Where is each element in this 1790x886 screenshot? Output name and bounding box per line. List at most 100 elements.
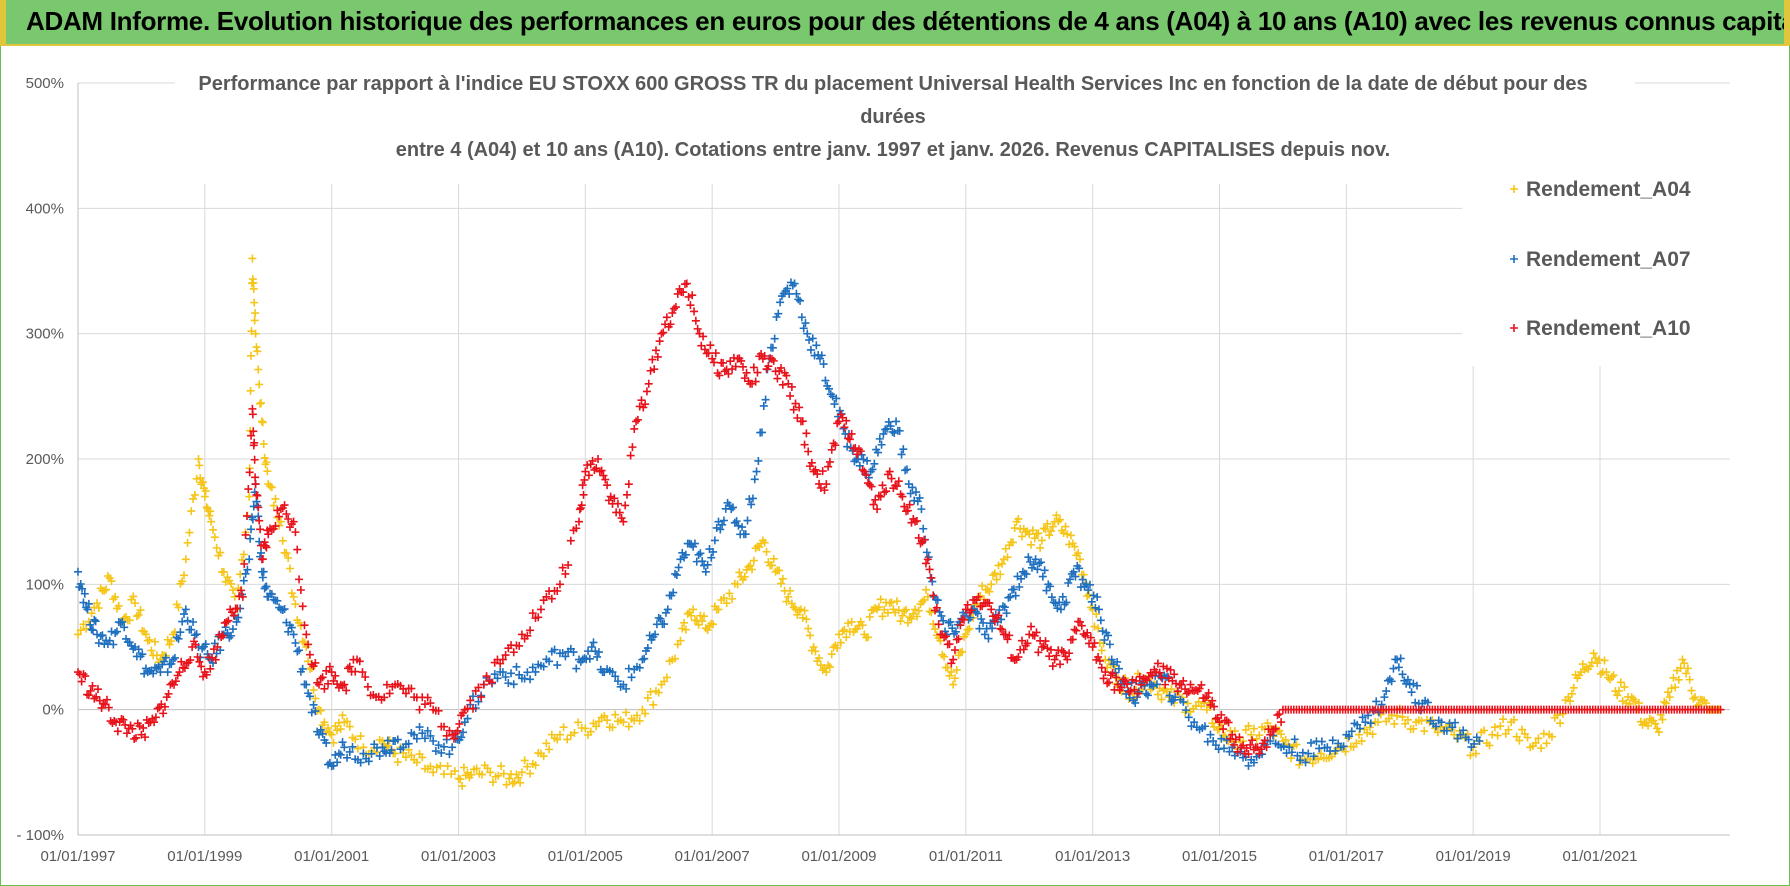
chart-title-line: entre 4 (A04) et 10 ans (A10). Cotations…: [396, 139, 1390, 161]
data-point: [509, 648, 518, 657]
data-point: [575, 505, 584, 514]
data-point: [1595, 655, 1604, 664]
data-point: [1162, 664, 1171, 673]
data-point: [507, 669, 516, 678]
data-point: [1509, 715, 1518, 724]
data-point: [854, 445, 863, 454]
data-point: [1037, 558, 1046, 567]
data-point: [1365, 723, 1374, 732]
data-point: [1072, 626, 1081, 635]
data-point: [380, 747, 389, 756]
data-point: [844, 434, 853, 443]
data-point: [939, 616, 948, 625]
data-point: [340, 743, 349, 752]
data-point: [1217, 734, 1226, 743]
data-point: [318, 673, 327, 682]
data-point: [298, 664, 307, 673]
data-point: [474, 697, 483, 706]
data-point: [483, 764, 492, 773]
data-point: [329, 738, 338, 747]
data-point: [1074, 549, 1083, 558]
data-point: [302, 630, 311, 639]
data-point: [322, 738, 331, 747]
data-point: [1097, 646, 1106, 655]
data-point: [152, 664, 161, 673]
data-point: [1363, 728, 1372, 737]
data-point: [767, 561, 776, 570]
data-point: [833, 419, 842, 428]
data-point: [988, 624, 997, 633]
data-point: [847, 617, 856, 626]
data-point: [251, 473, 260, 482]
data-point: [1030, 534, 1039, 543]
data-point: [1034, 648, 1043, 657]
y-axis-ticks: 500% 400% 300% 200% 100% 0% - 100%: [16, 75, 64, 844]
data-point: [1031, 555, 1040, 564]
data-point: [1407, 688, 1416, 697]
data-point: [807, 458, 816, 467]
data-point: [1279, 742, 1288, 751]
data-point: [1448, 723, 1457, 732]
data-point: [501, 651, 510, 660]
data-point: [1464, 735, 1473, 744]
data-point: [448, 730, 457, 739]
x-tick-label: 01/01/2017: [1309, 848, 1384, 865]
data-point: [256, 525, 265, 534]
data-point: [858, 465, 867, 474]
data-point: [189, 637, 198, 646]
data-point: [1380, 693, 1389, 702]
data-point: [697, 341, 706, 350]
data-point: [300, 638, 309, 647]
data-point: [1308, 759, 1317, 768]
data-point: [914, 533, 923, 542]
data-point: [1159, 686, 1168, 695]
data-point: [1002, 609, 1011, 618]
data-point: [1006, 592, 1015, 601]
data-point: [701, 567, 710, 576]
x-tick-label: 01/01/2019: [1436, 848, 1511, 865]
data-point: [827, 445, 836, 454]
data-point: [110, 716, 119, 725]
data-point: [1003, 635, 1012, 644]
data-point: [1008, 538, 1017, 547]
data-point: [769, 554, 778, 563]
data-point: [990, 617, 999, 626]
data-point: [1019, 645, 1028, 654]
data-point: [885, 599, 894, 608]
data-point: [638, 655, 647, 664]
data-point: [563, 735, 572, 744]
data-point: [1085, 580, 1094, 589]
data-point: [258, 555, 267, 564]
data-point: [151, 637, 160, 646]
data-point: [1499, 715, 1508, 724]
data-point: [459, 763, 468, 772]
data-point: [712, 523, 721, 532]
data-point: [528, 663, 537, 672]
data-point: [172, 633, 181, 642]
data-point: [102, 695, 111, 704]
data-point: [449, 734, 458, 743]
data-point: [681, 550, 690, 559]
data-point: [385, 689, 394, 698]
data-point: [1167, 697, 1176, 706]
data-point: [253, 347, 262, 356]
data-point: [99, 699, 108, 708]
data-point: [254, 365, 263, 374]
data-point: [1390, 719, 1399, 728]
data-point: [611, 710, 620, 719]
data-point: [920, 535, 929, 544]
data-point: [775, 566, 784, 575]
data-point: [1607, 672, 1616, 681]
data-point: [839, 424, 848, 433]
legend-label: Rendement_A07: [1526, 248, 1691, 271]
data-point: [1295, 760, 1304, 769]
data-point: [228, 625, 237, 634]
data-point: [477, 693, 486, 702]
data-point: [785, 289, 794, 298]
data-point: [1687, 686, 1696, 695]
data-point: [719, 516, 728, 525]
data-point: [796, 296, 805, 305]
data-point: [208, 525, 217, 534]
data-point: [387, 746, 396, 755]
data-point: [1045, 531, 1054, 540]
